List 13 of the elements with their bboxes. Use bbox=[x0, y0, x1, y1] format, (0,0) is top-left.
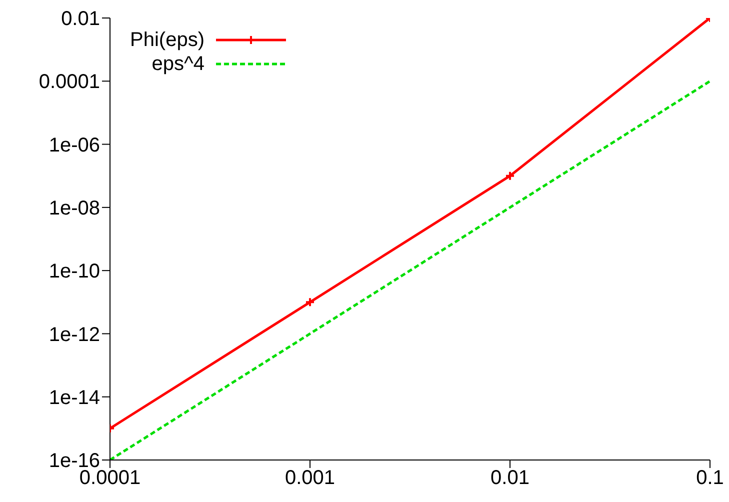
x-tick-label: 0.001 bbox=[284, 467, 336, 490]
x-tick-label: 0.1 bbox=[696, 467, 724, 490]
x-tick-label: 0.01 bbox=[490, 467, 530, 490]
y-tick-label: 1e-08 bbox=[48, 198, 100, 220]
legend-label: Phi(eps) bbox=[130, 28, 204, 52]
y-tick-label: 1e-12 bbox=[48, 324, 100, 346]
y-tick-label: 0.01 bbox=[61, 8, 100, 30]
y-tick-label: 1e-06 bbox=[48, 134, 100, 156]
x-tick-label: 0.0001 bbox=[79, 467, 141, 490]
y-tick-label: 0.0001 bbox=[38, 71, 100, 94]
y-tick-label: 1e-14 bbox=[48, 386, 100, 409]
legend-label: eps^4 bbox=[152, 52, 204, 76]
y-tick-label: 1e-10 bbox=[48, 260, 100, 283]
